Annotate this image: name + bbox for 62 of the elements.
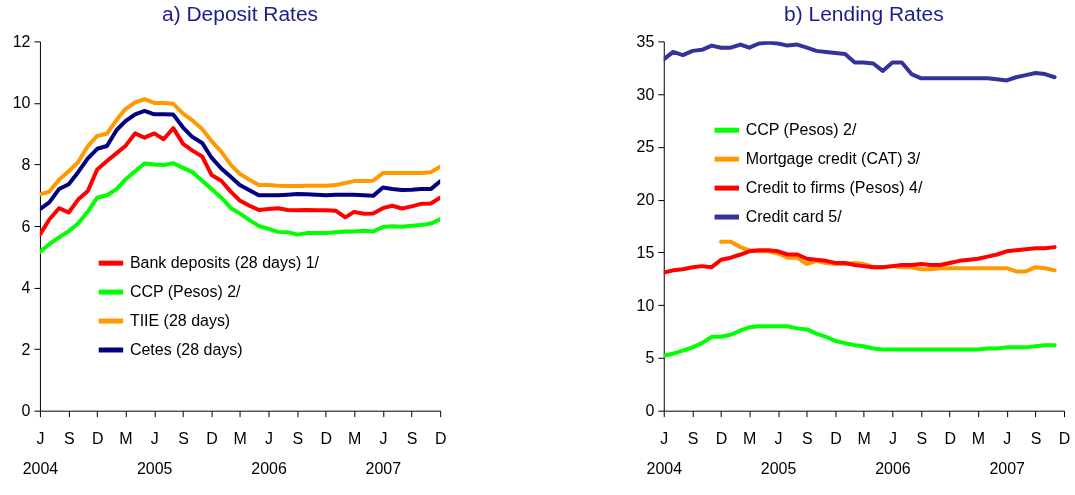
x-tick-label: M bbox=[857, 430, 871, 448]
legend-label: CCP (Pesos) 2/ bbox=[745, 121, 857, 139]
line-series bbox=[663, 41, 1057, 83]
y-tick-label: 20 bbox=[636, 191, 655, 209]
chart-title: b) Lending Rates bbox=[784, 2, 944, 26]
y-tick-label: 0 bbox=[645, 402, 655, 420]
x-tick-label: S bbox=[802, 430, 813, 448]
x-tick-label: D bbox=[715, 430, 728, 448]
y-tick-label: 12 bbox=[12, 32, 31, 50]
y-tick-label: 6 bbox=[21, 217, 31, 235]
legend-label: Credit to firms (Pesos) 4/ bbox=[745, 179, 923, 197]
legend-label: Mortgage credit (CAT) 3/ bbox=[745, 150, 921, 168]
y-tick-label: 2 bbox=[21, 340, 31, 358]
legend-label: Cetes (28 days) bbox=[129, 340, 243, 358]
line-series bbox=[39, 161, 441, 254]
y-tick-label: 5 bbox=[645, 349, 655, 367]
x-tick-label: J 2007 bbox=[989, 430, 1026, 478]
x-tick-label: D bbox=[944, 430, 956, 448]
x-tick-label: D bbox=[434, 430, 447, 448]
x-tick-label: J 2006 bbox=[875, 430, 911, 478]
x-tick-label: S bbox=[292, 430, 304, 448]
x-tick-label: D bbox=[830, 430, 842, 448]
x-tick-label: J 2006 bbox=[251, 430, 287, 478]
x-tick-label: J 2005 bbox=[136, 430, 173, 478]
y-tick-label: 15 bbox=[636, 243, 655, 261]
line-series bbox=[39, 126, 441, 237]
x-tick-label: M bbox=[233, 430, 247, 448]
x-tick-label: S bbox=[1030, 430, 1042, 448]
y-tick-label: 25 bbox=[636, 138, 655, 156]
legend-label: Credit card 5/ bbox=[745, 208, 843, 226]
chart-title: a) Deposit Rates bbox=[162, 2, 319, 26]
y-tick-label: 35 bbox=[636, 32, 655, 50]
y-tick-label: 8 bbox=[21, 155, 31, 173]
x-tick-label: D bbox=[1058, 430, 1071, 448]
x-tick-label: S bbox=[63, 430, 75, 448]
x-tick-label: J 2004 bbox=[22, 430, 59, 478]
y-tick-label: 0 bbox=[21, 402, 31, 420]
x-tick-label: S bbox=[916, 430, 928, 448]
x-tick-label: J 2004 bbox=[646, 430, 683, 478]
y-tick-label: 10 bbox=[12, 94, 31, 112]
y-tick-label: 4 bbox=[21, 279, 31, 297]
x-tick-label: S bbox=[178, 430, 189, 448]
x-tick-label: D bbox=[206, 430, 218, 448]
line-series bbox=[663, 324, 1057, 358]
y-tick-label: 30 bbox=[636, 85, 655, 103]
line-series bbox=[663, 245, 1057, 275]
line-series bbox=[39, 108, 441, 212]
legend-label: CCP (Pesos) 2/ bbox=[129, 283, 242, 301]
legend-label: TIIE (28 days) bbox=[129, 312, 231, 330]
x-tick-label: M bbox=[119, 430, 133, 448]
x-tick-label: M bbox=[743, 430, 757, 448]
line-series bbox=[39, 97, 441, 197]
x-tick-label: J 2007 bbox=[365, 430, 402, 478]
x-tick-label: M bbox=[971, 430, 986, 448]
x-tick-label: S bbox=[687, 430, 699, 448]
legend-label: Bank deposits (28 days) 1/ bbox=[129, 254, 320, 272]
x-tick-label: J 2005 bbox=[760, 430, 797, 478]
x-tick-label: S bbox=[406, 430, 418, 448]
x-tick-label: D bbox=[320, 430, 333, 448]
x-tick-label: D bbox=[91, 430, 104, 448]
x-tick-label: M bbox=[347, 430, 362, 448]
y-tick-label: 10 bbox=[636, 296, 655, 314]
